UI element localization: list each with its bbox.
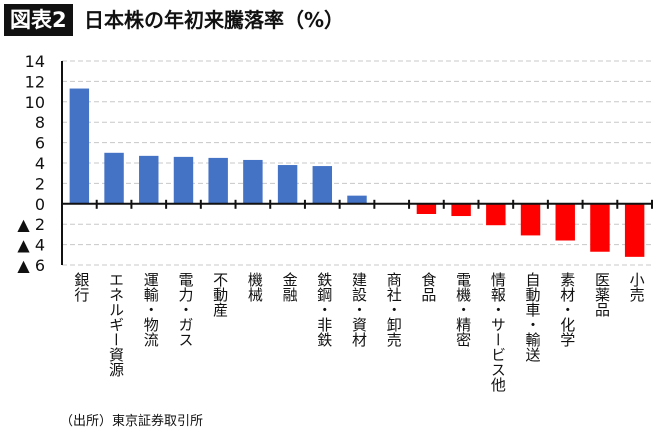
x-tick-label: 金融 (280, 272, 299, 302)
x-tick-label: 素材・化学 (558, 272, 577, 347)
x-tick-label: 商社・卸売 (384, 272, 403, 347)
x-tick-label: 銀行 (72, 272, 91, 302)
bar (451, 203, 471, 217)
x-tick-label: 電力・ガス (176, 272, 195, 347)
bar (208, 157, 228, 204)
x-tick-label: 情報・サービス他 (488, 272, 507, 392)
y-tick-label: 6 (35, 134, 45, 153)
x-tick-label: 電機・精密 (454, 272, 473, 347)
x-tick-label: 医薬品 (592, 272, 611, 317)
x-tick-label: 食品 (419, 272, 438, 302)
bar (139, 155, 159, 204)
figure-badge: 図表2 (4, 4, 73, 36)
x-tick-label: 鉄鋼・非鉄 (315, 272, 334, 347)
x-tick-label: 運輸・物流 (141, 272, 160, 347)
bar (520, 203, 541, 236)
y-tick-label: 4 (35, 154, 45, 173)
bar (624, 203, 645, 257)
bar (416, 203, 437, 214)
bar (590, 203, 610, 252)
y-tick-label: 0 (35, 195, 45, 214)
x-tick-label: 不動産 (211, 272, 230, 317)
bar (555, 203, 575, 241)
chart-title: 日本株の年初来騰落率（%） (84, 8, 345, 32)
y-tick-label: 8 (35, 113, 45, 132)
bar (104, 152, 124, 204)
y-tick-label: ▲ 6 (17, 256, 45, 275)
bar (486, 203, 506, 226)
bar (312, 166, 333, 204)
bar (69, 88, 90, 204)
y-tick-label: 14 (25, 52, 45, 71)
source-note: （出所）東京証券取引所 (60, 414, 204, 429)
x-tick-label: 機械 (245, 272, 264, 302)
bar (277, 165, 298, 204)
y-tick-label: 12 (25, 72, 45, 91)
x-tick-label: 小売 (627, 272, 646, 302)
y-tick-label: 10 (25, 93, 45, 112)
y-tick-label: ▲ 2 (17, 215, 45, 234)
x-tick-label: 建設・資材 (350, 272, 368, 347)
x-tick-label: エネルギー資源 (107, 272, 126, 377)
bar (243, 159, 263, 204)
y-tick-label: ▲ 4 (17, 236, 45, 255)
y-tick-label: 2 (35, 174, 45, 193)
bar (347, 195, 367, 204)
x-tick-label: 自動車・輸送 (523, 272, 542, 362)
bar (173, 156, 194, 204)
